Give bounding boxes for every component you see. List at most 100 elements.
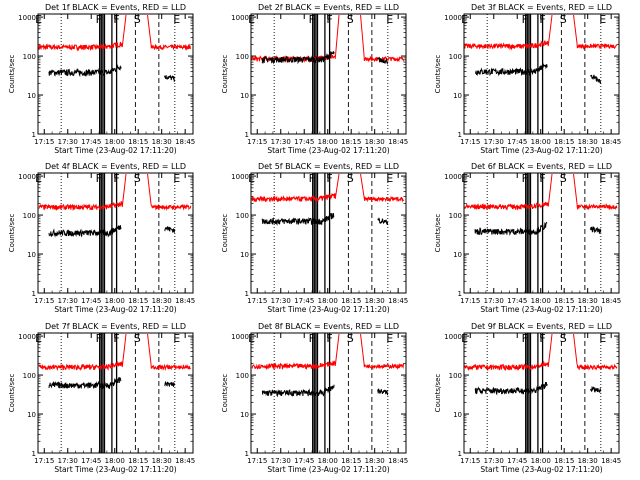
x-tick-label: 18:30: [152, 457, 172, 465]
events-series-line: [261, 51, 335, 65]
x-tick-label: 18:15: [554, 138, 574, 146]
x-tick-label: 17:45: [294, 457, 314, 465]
flag-letter: S: [560, 172, 567, 185]
x-tick-label: 17:45: [294, 297, 314, 305]
y-tick-label: 10: [27, 411, 36, 419]
flag-letter: S: [134, 172, 141, 185]
y-tick-label: 10: [27, 251, 36, 259]
events-series-line: [377, 56, 389, 65]
y-axis-label: Counts/sec: [434, 374, 442, 413]
flag-letter: F: [539, 332, 545, 345]
y-tick-label: 1: [245, 131, 249, 139]
flag-letter: S: [347, 332, 354, 345]
y-tick-label: 1: [32, 290, 36, 298]
y-tick-label: 100: [449, 53, 462, 61]
lld-series-line: [38, 333, 127, 371]
y-tick-label: 100: [236, 372, 249, 380]
x-tick-label: 17:30: [484, 297, 504, 305]
x-axis-label: Start Time (23-Aug-02 17:11:20): [54, 465, 176, 474]
x-tick-label: 17:30: [484, 457, 504, 465]
flag-letter: E: [173, 332, 180, 345]
y-tick-label: 1: [458, 290, 462, 298]
events-series-line: [377, 388, 389, 396]
x-tick-label: 17:15: [460, 138, 480, 146]
plot-frame: [37, 332, 194, 454]
chart-panel-8: Det 8f BLACK = Events, RED = LLD 1 10 100 10…: [221, 322, 408, 474]
x-tick-label: 18:45: [388, 297, 408, 305]
x-tick-label: 18:00: [318, 138, 338, 146]
chart-panel-9: Det 9f BLACK = Events, RED = LLD 1 10 100 10…: [434, 322, 621, 474]
flag-letter: F: [522, 172, 528, 185]
events-series-line: [164, 74, 175, 83]
x-tick-label: 17:30: [58, 138, 78, 146]
x-tick-label: 17:30: [58, 457, 78, 465]
plot-frame: [250, 172, 407, 294]
flag-letter: E: [248, 332, 255, 345]
events-series-line: [48, 376, 122, 390]
flag-letter: F: [96, 13, 102, 26]
lld-series-line: [464, 14, 553, 51]
y-axis-label: Counts/sec: [221, 374, 229, 413]
x-axis-label: Start Time (23-Aug-02 17:11:20): [480, 146, 602, 155]
x-tick-label: 17:45: [294, 138, 314, 146]
flag-letter: S: [560, 332, 567, 345]
x-tick-label: 17:45: [81, 297, 101, 305]
y-tick-label: 100: [23, 53, 36, 61]
flag-letter: E: [248, 172, 255, 185]
y-tick-label: 10: [453, 251, 462, 259]
flag-letter: E: [35, 13, 42, 26]
y-tick-label: 1: [245, 290, 249, 298]
flag-letter: E: [461, 332, 468, 345]
x-tick-label: 17:45: [507, 457, 527, 465]
y-tick-label: 1: [458, 450, 462, 458]
events-series-line: [261, 212, 335, 226]
flag-letter: E: [35, 332, 42, 345]
x-tick-label: 18:00: [531, 297, 551, 305]
y-axis-label: Counts/sec: [8, 55, 16, 94]
flag-letter: S: [347, 13, 354, 26]
x-tick-label: 18:45: [388, 138, 408, 146]
lld-series-line: [360, 334, 405, 371]
y-tick-label: 1: [32, 450, 36, 458]
chart-title: Det 3f BLACK = Events, RED = LLD: [471, 3, 612, 12]
y-axis-label: Counts/sec: [221, 214, 229, 253]
plot-frame: [250, 332, 407, 454]
flag-letter: E: [35, 172, 42, 185]
plot-frame: [37, 172, 194, 294]
x-tick-label: 18:00: [531, 457, 551, 465]
chart-title: Det 2f BLACK = Events, RED = LLD: [258, 3, 399, 12]
events-series-line: [590, 385, 602, 393]
lld-series-line: [464, 333, 553, 372]
x-tick-label: 18:45: [601, 138, 621, 146]
events-series-line: [164, 381, 176, 388]
y-tick-label: 100: [236, 53, 249, 61]
x-axis-label: Start Time (23-Aug-02 17:11:20): [54, 146, 176, 155]
y-tick-label: 100: [23, 212, 36, 220]
events-series-line: [48, 225, 122, 238]
flag-letter: F: [113, 332, 119, 345]
x-tick-label: 17:15: [247, 297, 267, 305]
events-series-line: [474, 381, 548, 396]
flag-letter: E: [173, 13, 180, 26]
chart-title: Det 6f BLACK = Events, RED = LLD: [471, 162, 612, 171]
x-tick-label: 18:15: [128, 457, 148, 465]
flag-letter: E: [461, 172, 468, 185]
chart-panel-1: Det 1f BLACK = Events, RED = LLD 1 10 100 10…: [8, 3, 195, 155]
y-tick-label: 1000: [231, 14, 249, 22]
x-tick-label: 18:15: [128, 297, 148, 305]
flag-letter: F: [113, 13, 119, 26]
x-tick-label: 18:45: [601, 297, 621, 305]
events-series-line: [474, 63, 548, 77]
x-tick-label: 17:15: [34, 297, 54, 305]
x-axis-label: Start Time (23-Aug-02 17:11:20): [267, 465, 389, 474]
x-tick-label: 18:30: [578, 297, 598, 305]
x-tick-label: 17:15: [460, 457, 480, 465]
flag-letter: F: [522, 13, 528, 26]
chart-title: Det 1f BLACK = Events, RED = LLD: [45, 3, 186, 12]
x-axis-label: Start Time (23-Aug-02 17:11:20): [480, 305, 602, 314]
y-tick-label: 10: [240, 411, 249, 419]
chart-panel-6: Det 6f BLACK = Events, RED = LLD 1 10 100 10…: [434, 162, 621, 314]
x-axis-label: Start Time (23-Aug-02 17:11:20): [267, 146, 389, 155]
y-tick-label: 1000: [444, 14, 462, 22]
